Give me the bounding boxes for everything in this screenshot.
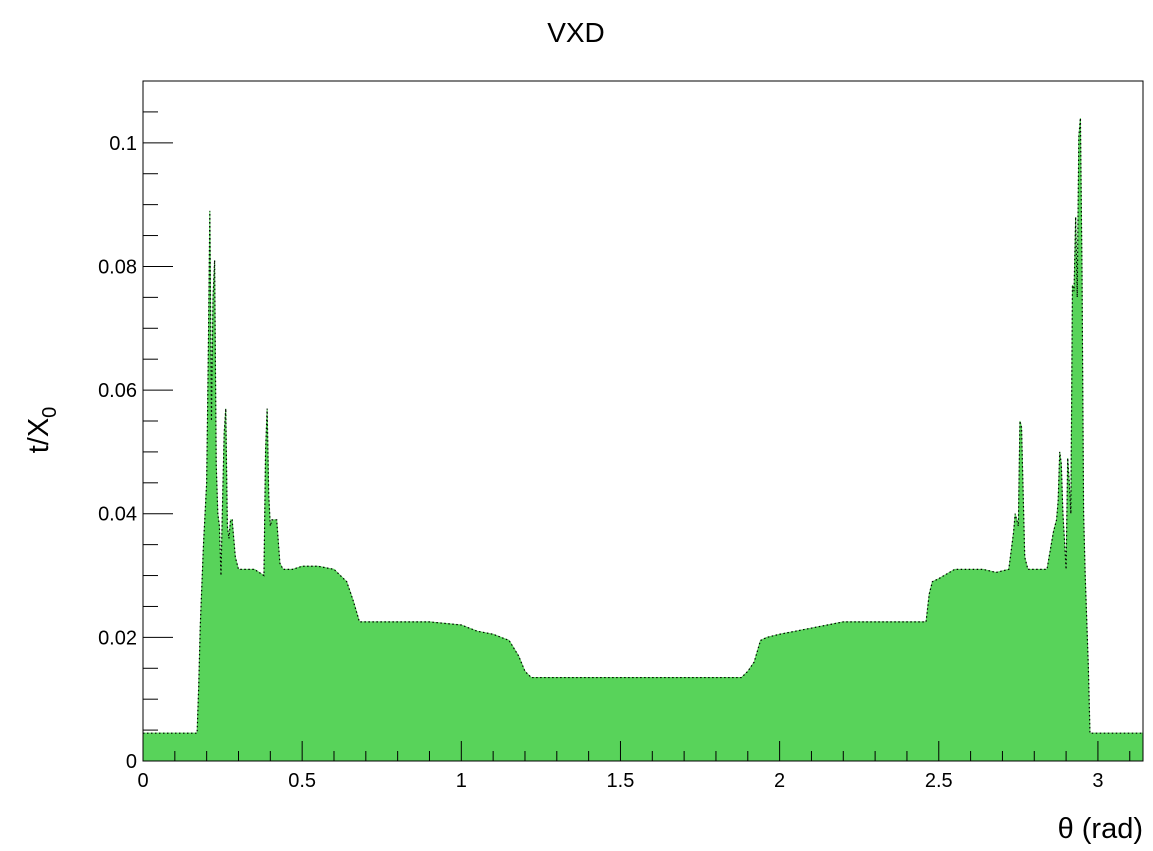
x-tick-label: 1 [456, 770, 467, 792]
x-tick-label: 1.5 [607, 770, 635, 792]
axis-ticks [142, 80, 1131, 762]
y-axis-title-sub: 0 [39, 407, 61, 418]
y-axis-title-main: t/X [23, 418, 55, 453]
x-tick-label: 3 [1092, 770, 1103, 792]
chart-title: VXD [547, 17, 605, 48]
x-axis-tick-labels: 0 0.5 1 1.5 2 2.5 3 [137, 770, 1103, 792]
y-tick-label: 0.06 [98, 380, 137, 402]
y-tick-label: 0.02 [98, 627, 137, 649]
y-tick-label: 0.04 [98, 504, 137, 526]
x-axis-title: θ (rad) [1058, 813, 1143, 845]
x-tick-label: 0.5 [288, 770, 316, 792]
plot-area [142, 118, 1144, 762]
x-tick-label: 2.5 [925, 770, 953, 792]
y-tick-label: 0.08 [98, 256, 137, 278]
y-axis-title: t/X0 [23, 407, 61, 454]
x-tick-label: 0 [137, 770, 148, 792]
y-tick-label: 0 [126, 751, 137, 773]
x-tick-label: 2 [774, 770, 785, 792]
y-axis-tick-labels: 0 0.02 0.04 0.06 0.08 0.1 [98, 133, 137, 773]
y-tick-label: 0.1 [109, 133, 137, 155]
